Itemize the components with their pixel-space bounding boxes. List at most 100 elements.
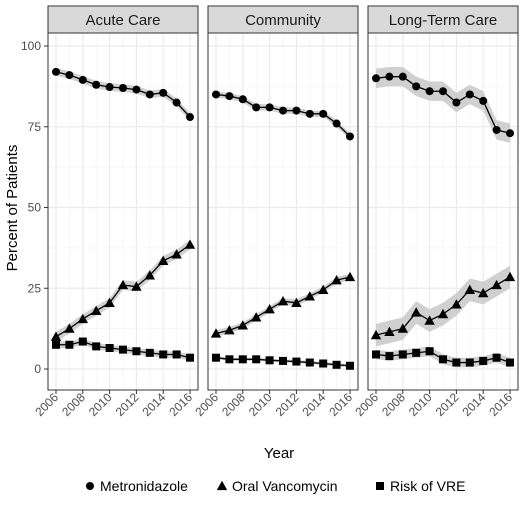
x-tick-label: 2014 — [460, 390, 489, 419]
x-tick-label: 2012 — [433, 390, 462, 419]
data-point — [439, 355, 447, 364]
data-point — [452, 358, 461, 367]
y-axis-title: Percent of Patients — [4, 145, 21, 272]
data-point — [385, 352, 394, 361]
confidence-band — [56, 239, 190, 342]
x-tick-label: 2012 — [113, 390, 142, 419]
data-point — [332, 119, 341, 128]
data-point — [105, 344, 114, 353]
x-tick-label: 2016 — [326, 390, 355, 419]
data-point — [397, 323, 408, 333]
data-point — [504, 271, 516, 282]
data-point — [305, 109, 314, 118]
data-point — [398, 72, 407, 81]
legend-key — [216, 480, 228, 491]
y-tick-label: 100 — [21, 39, 41, 53]
data-point — [346, 361, 354, 370]
data-point — [131, 281, 142, 291]
x-tick-label: 2012 — [273, 390, 302, 419]
data-point — [425, 87, 434, 96]
legend-item: Oral Vancomycin — [216, 478, 338, 494]
x-tick-label: 2010 — [406, 390, 435, 419]
data-point — [238, 95, 247, 104]
data-point — [171, 249, 182, 259]
data-point — [318, 284, 329, 295]
legend-item: Metronidazole — [86, 478, 188, 494]
data-point — [264, 304, 275, 314]
data-point — [119, 345, 127, 354]
data-point — [372, 350, 380, 359]
data-point — [65, 340, 74, 349]
data-point — [279, 106, 287, 115]
data-point — [144, 270, 155, 280]
data-point — [172, 350, 181, 359]
facet-strip — [207, 5, 359, 34]
data-point — [425, 347, 434, 356]
data-point — [437, 308, 449, 319]
data-point — [210, 328, 222, 338]
data-point — [237, 320, 248, 330]
data-point — [145, 348, 154, 357]
data-point — [506, 358, 514, 367]
data-point — [64, 323, 75, 333]
x-tick-label: 2008 — [59, 390, 88, 419]
data-point — [252, 103, 261, 112]
data-point — [65, 71, 74, 80]
facet-strip — [367, 5, 519, 34]
data-point — [119, 83, 127, 92]
y-axis: 0 25 50 75 100 — [21, 39, 48, 376]
x-tick-label: 2016 — [486, 390, 515, 419]
data-point — [212, 90, 220, 99]
data-point — [212, 353, 220, 362]
data-point — [77, 313, 88, 324]
data-point — [279, 356, 287, 365]
data-point — [332, 360, 341, 369]
x-tick-label: 2014 — [300, 390, 329, 419]
data-point — [292, 357, 301, 366]
data-point — [411, 307, 422, 317]
data-point — [92, 342, 101, 351]
x-tick-label: 2010 — [86, 390, 115, 419]
data-point — [491, 279, 502, 290]
data-point — [424, 315, 435, 325]
data-point — [251, 312, 262, 322]
legend-item: Risk of VRE — [376, 478, 465, 494]
data-point — [159, 88, 168, 97]
data-point — [186, 113, 194, 122]
data-point — [78, 75, 87, 84]
data-point — [492, 125, 501, 134]
y-tick-label: 0 — [34, 362, 41, 376]
panel-border — [207, 32, 359, 391]
data-point — [304, 291, 315, 301]
x-tick-label: 2008 — [379, 390, 408, 419]
data-point — [186, 353, 194, 362]
x-axis-title: Year — [264, 445, 294, 462]
legend-key — [376, 482, 384, 490]
data-point — [265, 356, 274, 365]
data-point — [465, 90, 474, 99]
y-tick-label: 25 — [28, 281, 42, 295]
facet-panels: Acute Care200620082010201220142016Commun… — [32, 5, 519, 419]
data-point — [225, 92, 234, 101]
data-point — [412, 348, 421, 357]
facet-title: Long-Term Care — [389, 12, 497, 29]
data-point — [464, 284, 475, 295]
data-point — [292, 106, 301, 115]
legend-label: Oral Vancomycin — [232, 478, 338, 494]
confidence-band — [376, 265, 510, 347]
x-tick-label: 2010 — [246, 390, 275, 419]
data-point — [265, 103, 274, 112]
data-point — [478, 287, 489, 298]
data-point — [159, 350, 168, 359]
data-point — [238, 355, 247, 364]
x-tick-label: 2006 — [32, 390, 61, 419]
data-point — [184, 239, 196, 249]
data-point — [452, 98, 461, 107]
legend-key — [86, 482, 94, 490]
data-point — [91, 305, 102, 316]
data-point — [52, 67, 60, 76]
data-point — [117, 279, 129, 290]
